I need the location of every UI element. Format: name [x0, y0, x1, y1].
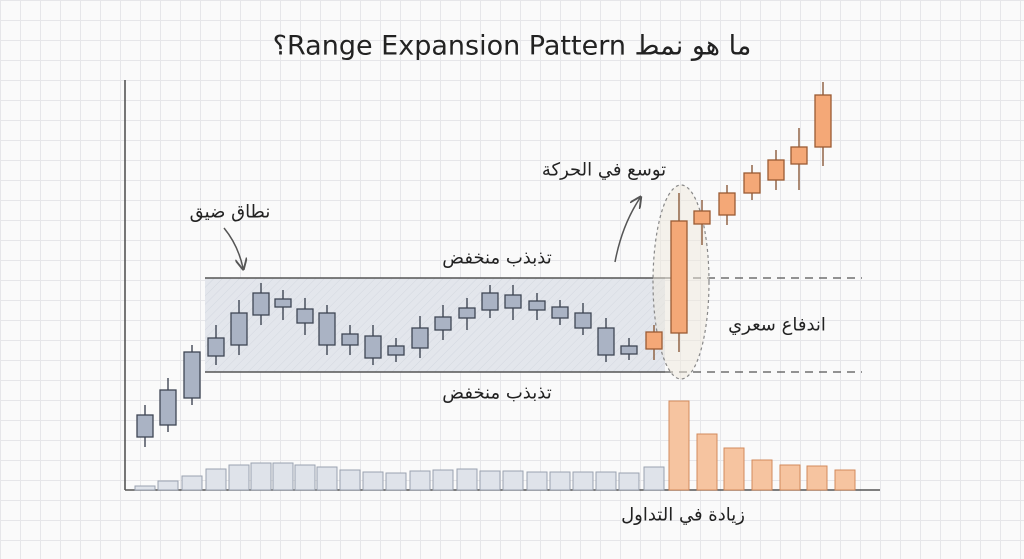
- volume-bar: [723, 447, 745, 491]
- label: تذبذب منخفض: [442, 247, 552, 269]
- candle-body: [341, 333, 359, 346]
- candle-body: [504, 294, 522, 309]
- candle-body: [670, 220, 688, 334]
- volume-bar: [572, 471, 594, 491]
- volume-bar: [250, 462, 272, 491]
- arrow-expansion: [614, 198, 640, 263]
- volume-bar: [316, 466, 338, 491]
- label: نطاق ضيق: [189, 201, 271, 223]
- volume-bar: [456, 468, 478, 491]
- volume-bar: [157, 480, 179, 491]
- candle-body: [814, 94, 832, 148]
- candle-body: [364, 335, 382, 359]
- candle-body: [434, 316, 452, 331]
- volume-bar: [502, 470, 524, 491]
- volume-bar: [228, 464, 250, 491]
- volume-bar: [779, 464, 801, 491]
- candle-body: [574, 312, 592, 329]
- volume-bar: [549, 471, 571, 491]
- candle-body: [458, 307, 476, 319]
- volume-bar: [643, 466, 665, 491]
- arrow-narrow: [223, 227, 243, 268]
- volume-bar: [294, 464, 316, 491]
- candle-body: [296, 308, 314, 324]
- candle-body: [252, 292, 270, 316]
- candle-body: [274, 298, 292, 308]
- title: ما هو نمط Range Expansion Pattern؟: [272, 30, 752, 62]
- volume-bar: [134, 485, 156, 491]
- volume-bar: [181, 475, 203, 491]
- label: اندفاع سعري: [728, 314, 826, 336]
- volume-bar: [409, 470, 431, 491]
- volume-bar: [668, 400, 690, 491]
- label: توسع في الحركة: [541, 159, 667, 181]
- candle-body: [693, 210, 711, 225]
- candle-body: [551, 306, 569, 319]
- candle-body: [318, 312, 336, 346]
- candle-body: [481, 292, 499, 311]
- volume-bar: [385, 472, 407, 491]
- candle-body: [528, 300, 546, 311]
- volume-bar: [751, 459, 773, 491]
- volume-bar: [696, 433, 718, 491]
- candle-body: [597, 327, 615, 356]
- volume-bar: [526, 471, 548, 491]
- label: تذبذب منخفض: [442, 382, 552, 404]
- candle-body: [183, 351, 201, 399]
- candle-body: [767, 159, 785, 181]
- volume-bar: [205, 468, 227, 491]
- candle-body: [387, 345, 405, 356]
- volume-bar: [272, 462, 294, 491]
- candle-body: [743, 172, 761, 194]
- candle-body: [645, 331, 663, 350]
- volume-bar: [432, 469, 454, 491]
- candle-body: [136, 414, 154, 438]
- candle-body: [790, 146, 808, 165]
- candle-body: [207, 337, 225, 357]
- volume-bar: [479, 470, 501, 491]
- volume-bar: [339, 469, 361, 491]
- volume-bar: [618, 472, 640, 491]
- volume-bar: [806, 465, 828, 491]
- label: زيادة في التداول: [621, 504, 745, 526]
- volume-bar: [595, 471, 617, 491]
- candle-body: [159, 389, 177, 426]
- candle-body: [718, 192, 736, 216]
- volume-bar: [362, 471, 384, 491]
- candle-body: [620, 345, 638, 355]
- candle-body: [230, 312, 248, 346]
- candle-body: [411, 327, 429, 349]
- volume-bar: [834, 469, 856, 491]
